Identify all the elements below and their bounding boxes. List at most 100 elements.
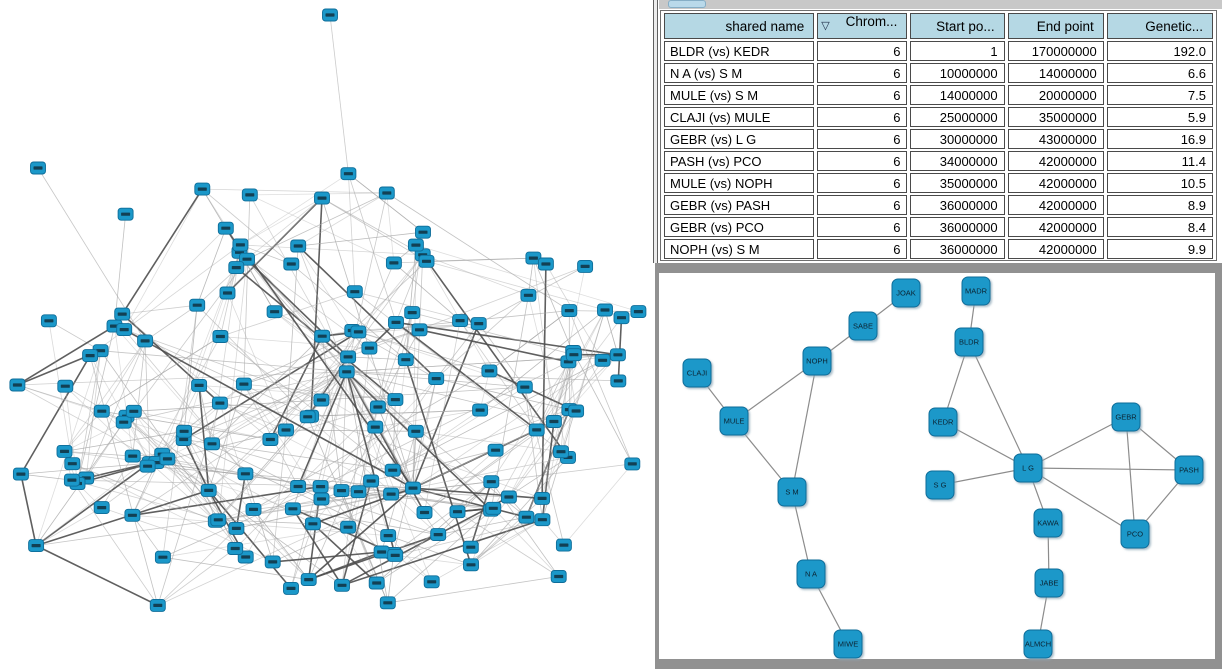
network-node[interactable] (149, 598, 166, 612)
network-edge[interactable] (431, 519, 543, 583)
network-edge[interactable] (290, 498, 322, 589)
table-cell[interactable]: 192.0 (1106, 41, 1213, 61)
network-edge[interactable] (183, 439, 389, 536)
network-edge[interactable] (478, 323, 526, 388)
network-edge[interactable] (604, 309, 619, 355)
network-node[interactable] (12, 467, 29, 481)
network-edge[interactable] (218, 519, 313, 525)
network-edge[interactable] (426, 257, 534, 262)
network-edge[interactable] (346, 371, 527, 518)
network-edge[interactable] (572, 351, 633, 465)
network-edge[interactable] (412, 323, 480, 489)
network-node[interactable] (525, 251, 542, 265)
table-cell[interactable]: MULE (vs) NOPH (664, 173, 815, 193)
network-edge[interactable] (387, 535, 432, 583)
network-edge[interactable] (358, 331, 525, 388)
network-node[interactable] (565, 348, 582, 362)
table-cell[interactable]: 6 (817, 41, 908, 61)
network-node[interactable] (125, 404, 142, 418)
network-edge[interactable] (470, 519, 543, 566)
network-node[interactable] (299, 410, 316, 424)
table-cell[interactable]: 170000000 (1007, 41, 1104, 61)
network-edge[interactable] (65, 385, 124, 423)
network-node[interactable] (384, 463, 401, 477)
network-node[interactable] (93, 404, 110, 418)
network-node[interactable] (322, 8, 338, 22)
network-edge[interactable] (489, 370, 577, 412)
table-cell[interactable]: 11.4 (1106, 151, 1213, 171)
node-shape[interactable] (1120, 519, 1150, 549)
network-edge[interactable] (424, 320, 461, 513)
network-edge[interactable] (114, 325, 246, 475)
table-cell[interactable]: MULE (vs) S M (664, 85, 815, 105)
network-node[interactable] (241, 188, 258, 202)
node-shape[interactable] (1174, 455, 1204, 485)
network-node[interactable] (159, 452, 176, 466)
network-edge[interactable] (321, 336, 342, 491)
network-edge[interactable] (438, 516, 527, 535)
network-edge[interactable] (426, 260, 606, 311)
table-row[interactable]: NOPH (vs) S M 6 36000000 42000000 9.9 (664, 239, 1213, 259)
network-edge[interactable] (348, 173, 397, 323)
network-edge[interactable] (35, 461, 151, 547)
network-edge[interactable] (563, 463, 633, 546)
table-cell[interactable]: 16.9 (1106, 129, 1213, 149)
network-node[interactable] (373, 545, 390, 559)
node-shape[interactable] (719, 406, 749, 436)
network-edge[interactable] (132, 371, 347, 516)
network-edge[interactable] (35, 489, 209, 547)
network-node[interactable] (594, 353, 611, 367)
network-node[interactable] (423, 575, 440, 589)
network-edge[interactable] (492, 309, 606, 509)
table-cell[interactable]: 42000000 (1007, 239, 1104, 259)
network-node[interactable] (577, 259, 594, 273)
network-edge[interactable] (376, 457, 569, 584)
network-edge[interactable] (133, 258, 248, 412)
table-row[interactable]: MULE (vs) S M 6 14000000 20000000 7.5 (664, 85, 1213, 105)
network-edge[interactable] (220, 291, 355, 337)
node-shape[interactable] (1034, 568, 1064, 598)
network-edge[interactable] (345, 371, 396, 556)
network-edge[interactable] (114, 214, 126, 327)
network-node[interactable] (228, 521, 245, 535)
network-node[interactable] (116, 323, 133, 337)
network-edge[interactable] (346, 192, 388, 372)
network-edge[interactable] (395, 519, 543, 556)
network-node[interactable] (283, 581, 299, 595)
network-edge[interactable] (218, 415, 312, 521)
network-node[interactable] (534, 491, 551, 505)
network-edge[interactable] (392, 359, 603, 471)
network-edge[interactable] (122, 304, 198, 315)
network-node[interactable] (361, 341, 378, 355)
network-edge[interactable] (419, 329, 569, 363)
table-cell[interactable]: 42000000 (1007, 151, 1104, 171)
network-edge[interactable] (157, 487, 414, 606)
network-node[interactable] (333, 484, 350, 498)
network-node[interactable] (28, 539, 45, 553)
network-edge[interactable] (162, 556, 309, 580)
network-node[interactable] (518, 510, 535, 524)
network-edge[interactable] (147, 371, 347, 467)
network-node[interactable] (534, 513, 551, 527)
table-row[interactable]: MULE (vs) NOPH 6 35000000 42000000 10.5 (664, 173, 1213, 193)
network-edge[interactable] (341, 496, 510, 587)
network-node[interactable] (481, 364, 498, 378)
network-edge[interactable] (1027, 467, 1190, 471)
network-node[interactable] (407, 424, 424, 438)
network-edge[interactable] (48, 320, 101, 352)
network-node[interactable] (300, 573, 317, 587)
network-edge[interactable] (292, 508, 439, 535)
network-node[interactable] (334, 578, 350, 592)
network-edge[interactable] (35, 507, 102, 546)
network-node[interactable] (415, 225, 431, 239)
network-node[interactable] (416, 506, 433, 519)
node-almch[interactable]: ALMCH (1023, 629, 1053, 659)
network-edge[interactable] (393, 262, 461, 321)
node-kedr[interactable]: KEDR (928, 407, 958, 437)
network-node[interactable] (487, 443, 504, 457)
table-cell[interactable]: 6 (817, 239, 908, 259)
network-node[interactable] (338, 365, 355, 379)
network-edge[interactable] (415, 244, 639, 312)
network-node[interactable] (114, 307, 131, 321)
network-node[interactable] (452, 314, 469, 328)
